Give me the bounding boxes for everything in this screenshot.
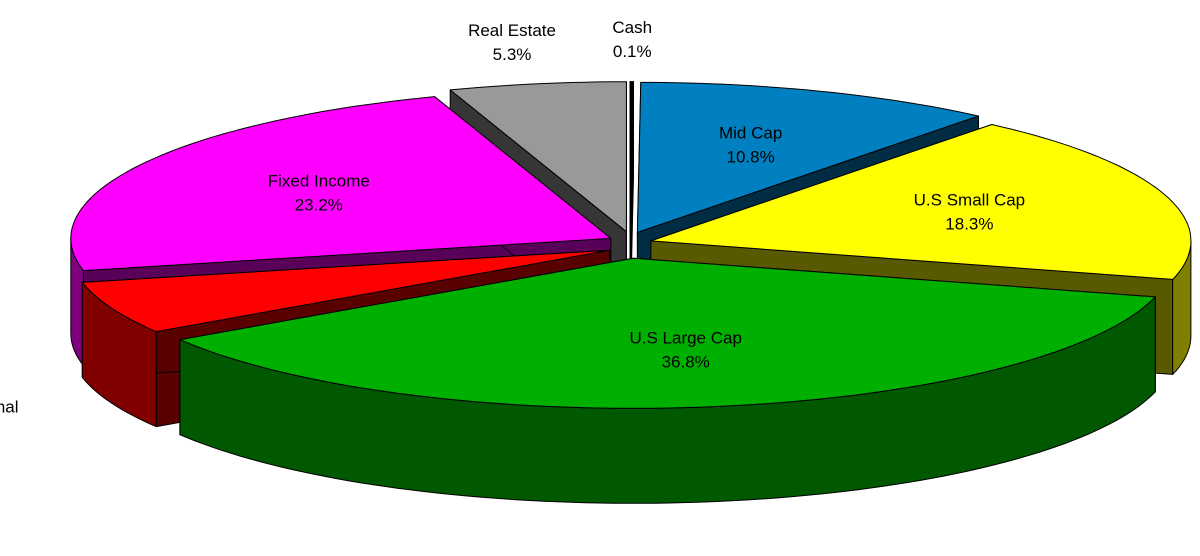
- slice: [449, 81, 627, 233]
- slice-label: Cash: [612, 18, 652, 37]
- value-label: 23.2%: [295, 195, 343, 214]
- slice-label: International: [0, 398, 19, 417]
- slice-group: [179, 257, 1156, 504]
- value-label: 36.8%: [662, 353, 710, 372]
- slice: [70, 96, 612, 272]
- slice: [179, 257, 1156, 409]
- slice-label: Fixed Income: [268, 171, 370, 190]
- value-label: 0.1%: [613, 42, 652, 61]
- slice-label: Mid Cap: [719, 123, 782, 142]
- slice: [636, 81, 979, 233]
- slice: [650, 124, 1192, 280]
- slice-label: U.S Small Cap: [914, 191, 1025, 210]
- slice: [81, 249, 611, 333]
- slice-label: Real Estate: [468, 21, 556, 40]
- slice: [629, 81, 634, 233]
- slice-label: U.S Large Cap: [629, 329, 741, 348]
- value-label: 18.3%: [945, 215, 993, 234]
- value-label: 10.8%: [727, 147, 775, 166]
- value-label: 5.3%: [493, 45, 532, 64]
